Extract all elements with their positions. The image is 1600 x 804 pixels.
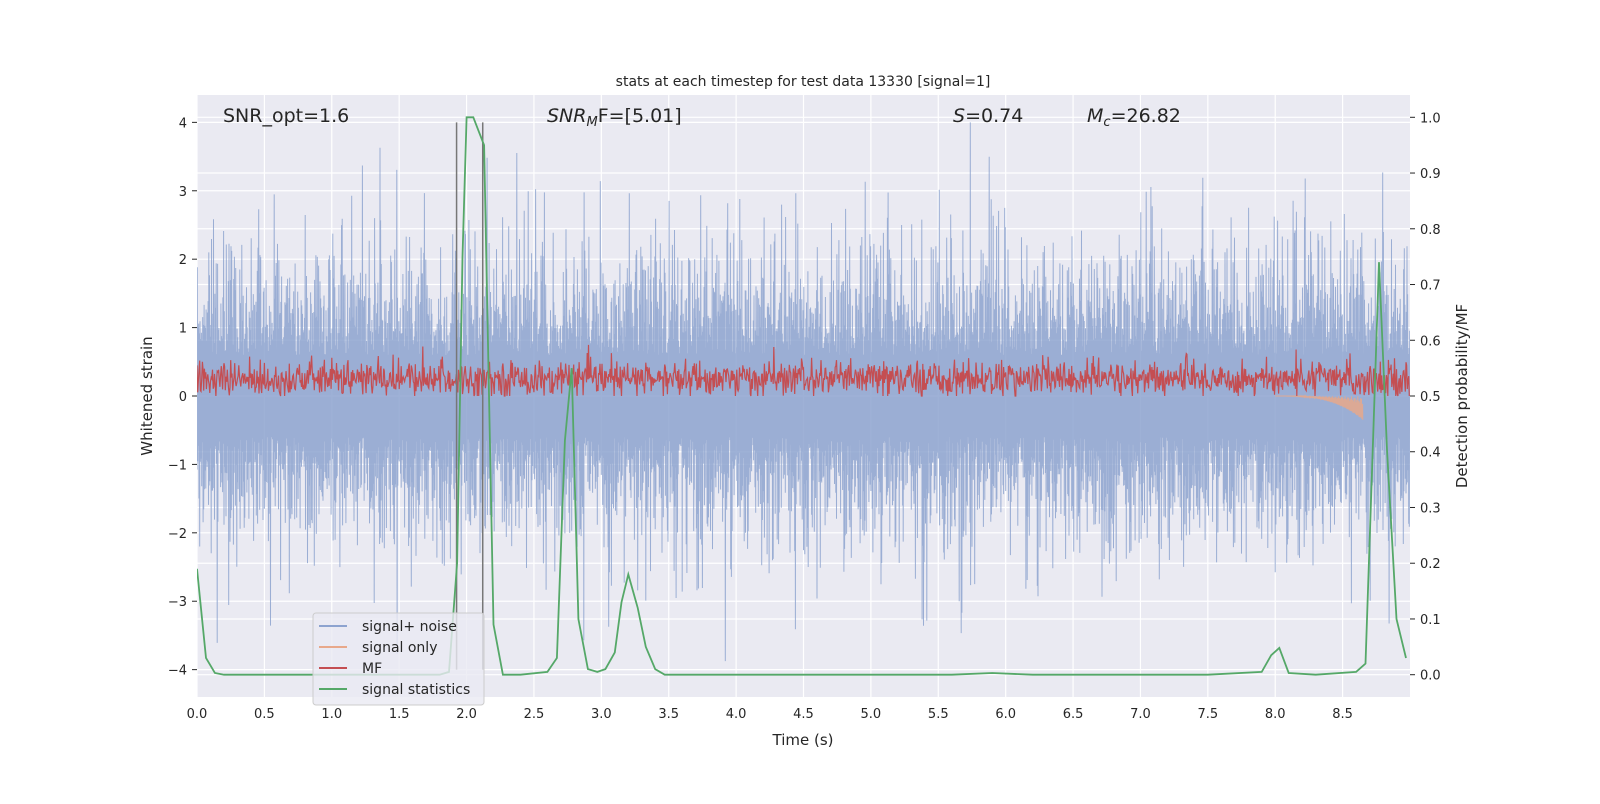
series-signal-only [1275,394,1364,420]
y-tick-label: 1 [179,322,187,337]
y-right-tick-label: 0.2 [1420,557,1441,572]
y-right-tick-label: 0.5 [1420,390,1441,405]
x-tick-label: 7.5 [1197,707,1218,722]
x-tick-label: 4.5 [793,707,814,722]
x-tick-label: 8.5 [1332,707,1353,722]
legend-label: signal+ noise [362,619,457,635]
y-tick-label: 4 [179,116,187,131]
y-tick-label: −3 [168,595,187,610]
x-tick-label: 6.5 [1063,707,1084,722]
legend-label: signal statistics [362,682,470,698]
y-ticks-right: 1.0 0.9 0.8 0.7 0.6 0.5 0.4 0.3 0.2 0.1 0.0 [1410,111,1441,684]
y-tick-label: 2 [179,253,187,268]
y-right-tick-label: 0.3 [1420,501,1441,516]
legend-label: signal only [362,640,437,656]
series-signal-noise [197,122,1410,662]
annotation-snr-mf: SNRMF=[5.01] [547,105,682,130]
y-axis-label-right: Detection probability/MF [1453,304,1471,488]
y-tick-label: −2 [168,527,187,542]
x-tick-label: 7.0 [1130,707,1151,722]
series-mf [197,344,1410,397]
x-tick-label: 2.0 [456,707,477,722]
x-tick-label: 8.0 [1265,707,1286,722]
chart-title: stats at each timestep for test data 133… [616,74,991,90]
x-tick-label: 6.0 [995,707,1016,722]
y-tick-label: 3 [179,185,187,200]
x-tick-label: 0.5 [254,707,275,722]
y-tick-label: −1 [168,458,187,473]
y-axis-label: Whitened strain [138,336,156,455]
y-right-tick-label: 0.9 [1420,167,1441,182]
y-tick-label: 0 [179,390,187,405]
x-tick-label: 2.5 [524,707,545,722]
y-tick-label: −4 [168,664,187,679]
y-right-tick-label: 0.7 [1420,279,1441,294]
y-right-tick-label: 0.4 [1420,446,1441,461]
y-right-tick-label: 1.0 [1420,111,1441,126]
x-tick-label: 1.5 [389,707,410,722]
x-tick-label: 4.0 [726,707,747,722]
y-right-tick-label: 0.0 [1420,669,1441,684]
y-right-tick-label: 0.8 [1420,223,1441,238]
y-right-tick-label: 0.6 [1420,334,1441,349]
annotation-mc: Mc=26.82 [1087,105,1181,130]
y-ticks: 4 3 2 1 0 −1 −2 −3 −4 [168,116,197,679]
x-tick-label: 0.0 [187,707,208,722]
x-tick-label: 1.0 [321,707,342,722]
legend-label: MF [362,661,382,677]
x-axis-label: Time (s) [772,731,834,749]
x-tick-label: 3.0 [591,707,612,722]
x-tick-label: 5.0 [861,707,882,722]
x-tick-label: 5.5 [928,707,949,722]
x-ticks: 0.0 0.5 1.0 1.5 2.0 2.5 3.0 3.5 4.0 4.5 5.0 5.5 6.0 6… [187,707,1353,722]
legend: signal+ noise signal only MF signal statist… [312,612,485,706]
annotation-snr-opt: SNR_opt=1.6 [223,105,349,127]
x-tick-label: 3.5 [658,707,679,722]
annotation-s: S=0.74 [953,105,1023,127]
y-right-tick-label: 0.1 [1420,613,1441,628]
